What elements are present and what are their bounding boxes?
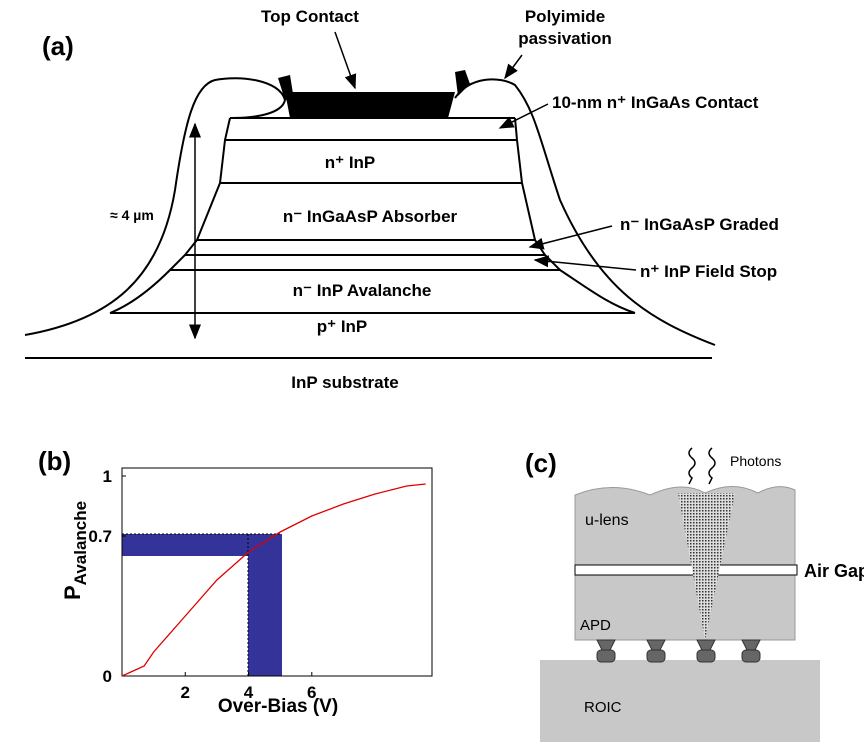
panel-c: (c) Photons u-lens Air Gap APD ROIC (525, 448, 864, 742)
layer-label: InP substrate (291, 373, 398, 392)
y-tick-label: 1 (103, 467, 112, 486)
y-tick-label: 0 (103, 667, 112, 686)
layer-label: n⁺ InP (325, 153, 376, 172)
mesa-right (515, 118, 635, 313)
x-tick-label: 4 (244, 683, 254, 702)
callout-label: Top Contact (261, 7, 359, 26)
layer-label: n⁻ InGaAsP Absorber (283, 207, 458, 226)
panel-label: (c) (525, 448, 557, 478)
thickness-label: ≈ 4 µm (110, 207, 154, 223)
air-gap (575, 565, 797, 575)
air-gap-label: Air Gap (804, 561, 864, 581)
callout-label: n⁻ InGaAsP Graded (620, 215, 779, 234)
photons-label: Photons (730, 453, 781, 469)
callout-label: n⁺ InP Field Stop (640, 262, 777, 281)
apd-label: APD (580, 617, 611, 634)
x-axis-label: Over-Bias (V) (218, 696, 338, 717)
figure: (a) ≈ 4 µm n⁺ InP n⁻ InGaAsP Absorber n⁻… (0, 0, 864, 744)
roic (540, 660, 820, 742)
panel-label: (a) (42, 31, 74, 61)
roic-label: ROIC (584, 699, 622, 716)
y-tick-label: 0.7 (88, 527, 112, 546)
callout-label: 10-nm n⁺ InGaAs Contact (552, 93, 759, 112)
x-tick-label: 6 (307, 683, 316, 702)
polyimide-left (25, 78, 285, 335)
polyimide-right (455, 79, 715, 345)
layer-label: p⁺ InP (317, 317, 368, 336)
callout-arrows (335, 32, 636, 270)
chart-title: (b) (38, 446, 71, 476)
panel-a: (a) ≈ 4 µm n⁺ InP n⁻ InGaAsP Absorber n⁻… (25, 7, 779, 392)
y-axis-label: PAvalanche (60, 501, 90, 600)
panel-b: (b) Over-Bias (V) PAvalanche 2 4 6 0 0.7 1 (38, 446, 432, 717)
top-contact-metal (285, 92, 455, 118)
x-tick-label: 2 (181, 683, 190, 702)
highlight-band (248, 534, 282, 676)
photon-waves (689, 448, 715, 484)
lens-label: u-lens (585, 512, 629, 529)
layer-label: n⁻ InP Avalanche (293, 281, 432, 300)
bumps (597, 640, 760, 662)
